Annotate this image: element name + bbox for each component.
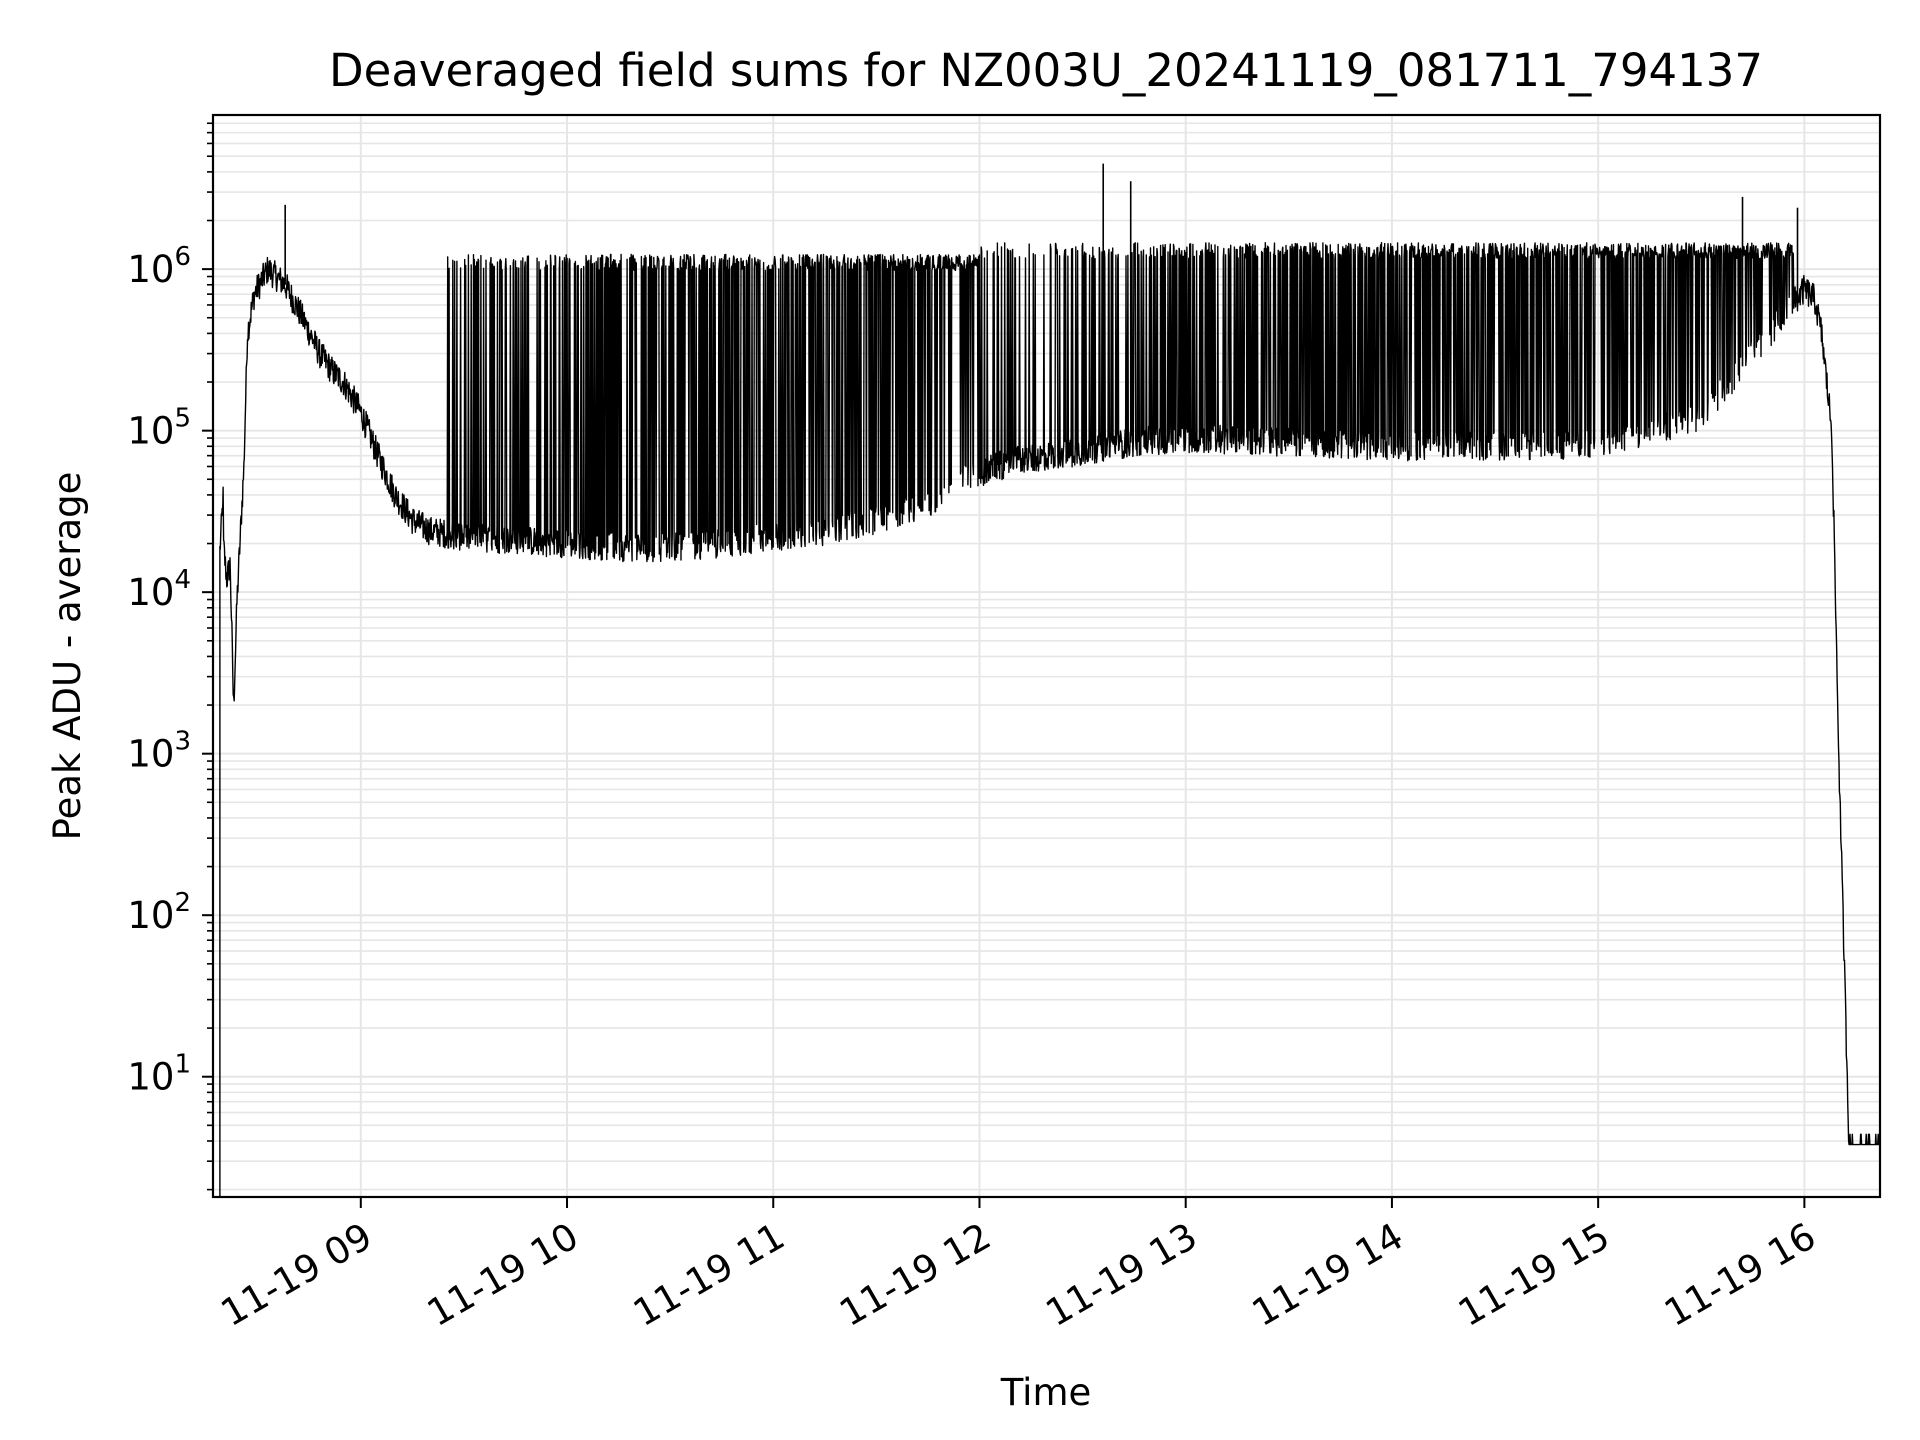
- y-tick-label: 103: [127, 727, 191, 776]
- y-tick-label: 102: [127, 888, 191, 937]
- y-tick-label: 106: [127, 242, 191, 291]
- chart-title: Deaveraged field sums for NZ003U_2024111…: [329, 44, 1763, 97]
- y-axis: 101 102 103 104 105 106: [127, 122, 213, 1191]
- y-tick-label: 104: [127, 565, 191, 614]
- y-tick-label: 105: [127, 404, 191, 453]
- plot-area: [213, 163, 1881, 1198]
- x-axis-label: Time: [1000, 1371, 1092, 1414]
- y-axis-label: Peak ADU - average: [46, 472, 89, 841]
- series-line: [213, 242, 1881, 1198]
- y-tick-label: 101: [127, 1050, 191, 1099]
